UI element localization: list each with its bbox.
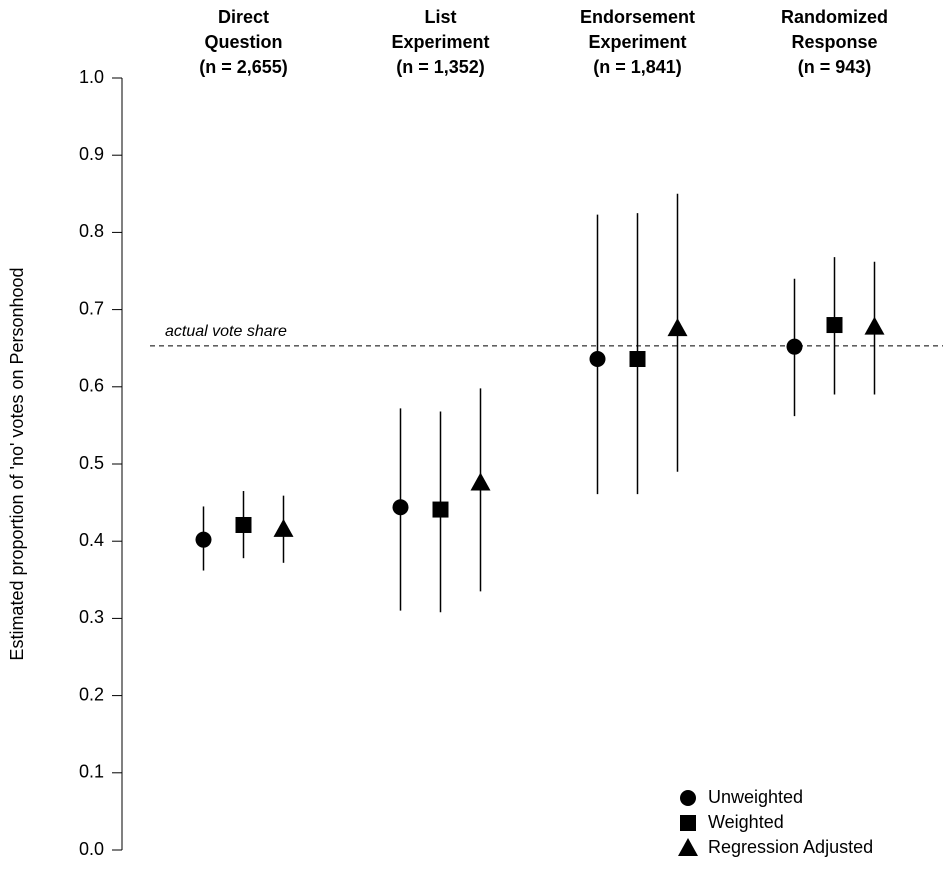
y-tick-label: 1.0 (79, 67, 104, 87)
legend-label: Regression Adjusted (708, 837, 873, 857)
category-label: Question (204, 32, 282, 52)
y-tick-label: 0.4 (79, 530, 104, 550)
y-tick-label: 0.2 (79, 684, 104, 704)
y-axis-label: Estimated proportion of 'no' votes on Pe… (7, 267, 27, 660)
category-label: List (424, 7, 456, 27)
marker-triangle (273, 518, 294, 537)
marker-circle (786, 338, 803, 355)
marker-triangle (864, 316, 885, 335)
marker-triangle (470, 472, 491, 491)
marker-square (235, 516, 252, 533)
y-tick-label: 0.3 (79, 607, 104, 627)
category-label: Experiment (391, 32, 489, 52)
category-label: (n = 2,655) (199, 57, 288, 77)
reference-label: actual vote share (165, 323, 287, 340)
category-label: (n = 1,841) (593, 57, 682, 77)
legend-label: Unweighted (708, 787, 803, 807)
category-label: (n = 943) (798, 57, 872, 77)
marker-circle (392, 499, 409, 516)
y-tick-label: 0.6 (79, 376, 104, 396)
y-tick-label: 0.0 (79, 839, 104, 859)
legend-label: Weighted (708, 812, 784, 832)
category-label: (n = 1,352) (396, 57, 485, 77)
y-tick-label: 0.9 (79, 144, 104, 164)
legend-marker (680, 815, 696, 831)
marker-square (629, 351, 646, 368)
marker-square (432, 501, 449, 518)
marker-circle (589, 351, 606, 368)
category-label: Response (791, 32, 877, 52)
marker-triangle (667, 318, 688, 337)
marker-square (826, 317, 843, 334)
y-tick-label: 0.8 (79, 221, 104, 241)
y-tick-label: 0.5 (79, 453, 104, 473)
legend-marker (678, 838, 698, 856)
y-tick-label: 0.7 (79, 298, 104, 318)
category-label: Endorsement (580, 7, 695, 27)
y-tick-label: 0.1 (79, 762, 104, 782)
category-label: Experiment (588, 32, 686, 52)
category-label: Randomized (781, 7, 888, 27)
marker-circle (195, 531, 212, 548)
category-label: Direct (218, 7, 269, 27)
legend-marker (680, 790, 696, 806)
